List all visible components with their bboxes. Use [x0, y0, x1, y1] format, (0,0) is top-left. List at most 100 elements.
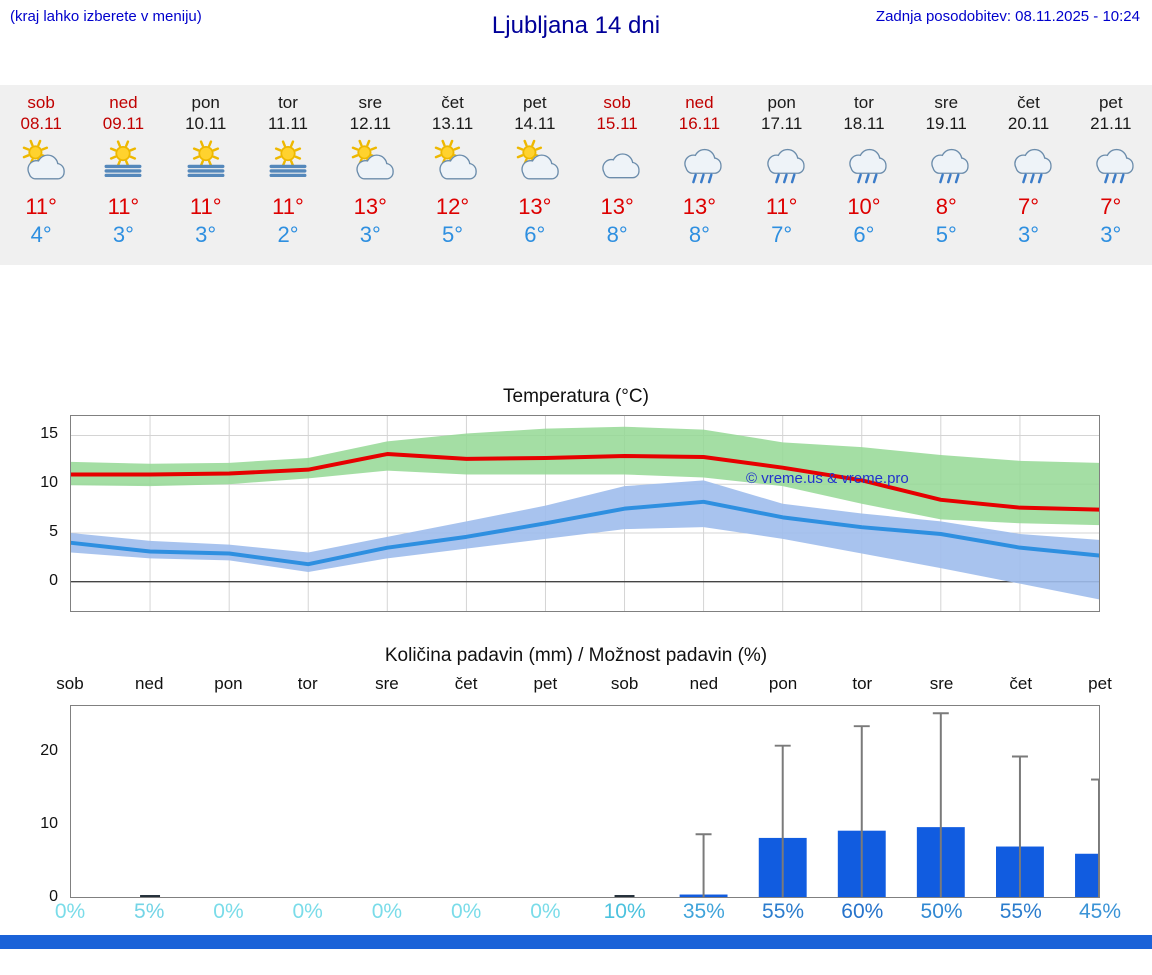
high-temp: 7°	[1017, 194, 1040, 219]
day-name: čet	[441, 93, 464, 112]
watermark-text: © vreme.us & vreme.pro	[746, 470, 909, 487]
precip-day-label: pon	[214, 674, 243, 693]
rain-icon	[919, 139, 973, 188]
low-temp: 2°	[277, 222, 299, 247]
precip-probability: 60%	[841, 900, 884, 923]
precip-probability: 0%	[371, 900, 403, 923]
day-name: pet	[523, 93, 547, 112]
day-name: sre	[934, 93, 959, 112]
precip-day-label: sre	[929, 674, 954, 693]
temp-y-tick: 15	[40, 424, 58, 442]
last-update-text: Zadnja posodobitev: 08.11.2025 - 10:24	[875, 8, 1140, 25]
partly-cloudy-icon	[343, 139, 397, 188]
rain-icon	[1084, 139, 1138, 188]
precip-probability: 0%	[213, 900, 244, 923]
day-date: 08.11	[20, 114, 62, 133]
precip-probability: 10%	[603, 900, 646, 923]
low-temp: 3°	[1100, 222, 1122, 247]
high-temp: 11°	[765, 194, 798, 219]
day-date: 12.11	[349, 114, 391, 133]
page-title: Ljubljana 14 dni	[491, 12, 661, 39]
day-date: 11.11	[267, 114, 308, 133]
forecast-day[interactable]: čet 20.11 7° 3°	[987, 85, 1069, 265]
rain-icon	[837, 139, 891, 188]
day-date: 09.11	[102, 114, 145, 133]
menu-hint-text: (kraj lahko izberete v meniju)	[10, 8, 202, 25]
forecast-day[interactable]: pet 14.11 13° 6°	[494, 85, 576, 265]
forecast-day[interactable]: pon 10.11 11° 3°	[165, 85, 247, 265]
day-name: sob	[27, 93, 55, 112]
low-temp: 6°	[524, 222, 546, 247]
day-name: ned	[109, 93, 138, 112]
precip-day-label: čet	[1009, 674, 1033, 693]
rain-icon	[755, 139, 809, 188]
high-temp: 11°	[25, 194, 57, 219]
low-temp: 8°	[606, 222, 628, 247]
precip-probability: 45%	[1078, 900, 1122, 923]
day-date: 21.11	[1090, 114, 1132, 133]
precip-probability: 0%	[450, 900, 482, 923]
precip-probability: 55%	[999, 900, 1042, 923]
precip-day-label: čet	[454, 674, 478, 693]
day-name: pon	[191, 93, 220, 112]
day-name: čet	[1017, 93, 1040, 112]
day-name: sob	[603, 93, 631, 112]
precip-probability: 0%	[530, 900, 561, 923]
temperature-chart: © vreme.us & vreme.pro	[70, 415, 1100, 612]
forecast-day[interactable]: sre 12.11 13° 3°	[329, 85, 411, 265]
precip-probability: 35%	[682, 900, 725, 923]
forecast-day[interactable]: tor 11.11 11° 2°	[247, 85, 329, 265]
high-temp: 13°	[600, 194, 634, 219]
day-date: 20.11	[1007, 114, 1050, 133]
partly-cloudy-icon	[426, 139, 480, 188]
low-temp: 5°	[935, 222, 957, 247]
partly-cloudy-icon	[508, 139, 562, 188]
low-temp: 3°	[1017, 222, 1040, 247]
day-date: 17.11	[761, 114, 803, 133]
temp-y-tick: 0	[49, 572, 58, 590]
forecast-day[interactable]: pon 17.11 11° 7°	[741, 85, 823, 265]
precip-day-label: pet	[533, 674, 558, 693]
high-temp: 13°	[353, 194, 387, 219]
precipitation-chart-title: Količina padavin (mm) / Možnost padavin …	[384, 645, 768, 666]
temp-y-tick: 10	[40, 473, 58, 491]
low-temp: 5°	[442, 222, 464, 247]
precip-probability: 55%	[762, 900, 805, 923]
rain-icon	[672, 139, 726, 188]
day-name: tor	[854, 93, 874, 112]
day-date: 13.11	[431, 114, 474, 133]
high-temp: 12°	[435, 194, 470, 219]
high-temp: 10°	[847, 194, 881, 219]
precip-day-label: tor	[297, 674, 318, 693]
partly-cloudy-icon	[14, 139, 68, 188]
precip-day-label: sob	[610, 674, 639, 693]
precip-y-tick: 0	[49, 888, 58, 905]
forecast-day[interactable]: ned 09.11 11° 3°	[82, 85, 164, 265]
high-temp: 7°	[1100, 194, 1122, 219]
forecast-day[interactable]: tor 18.11 10° 6°	[823, 85, 905, 265]
high-temp: 13°	[682, 194, 717, 219]
precip-day-label: ned	[135, 674, 164, 693]
forecast-day[interactable]: pet 21.11 7° 3°	[1070, 85, 1152, 265]
day-date: 15.11	[596, 114, 638, 133]
high-temp: 13°	[518, 194, 552, 219]
day-name: sre	[358, 93, 383, 112]
forecast-day[interactable]: čet 13.11 12° 5°	[411, 85, 493, 265]
day-date: 16.11	[678, 114, 721, 133]
sun-fog-icon	[261, 139, 315, 188]
rain-icon	[1002, 139, 1056, 188]
high-temp: 11°	[107, 194, 140, 219]
cloudy-icon	[590, 139, 644, 188]
precip-probability: 50%	[920, 900, 963, 923]
forecast-day[interactable]: sob 15.11 13° 8°	[576, 85, 658, 265]
forecast-day[interactable]: sob 08.11 11° 4°	[0, 85, 82, 265]
day-date: 19.11	[925, 114, 967, 133]
forecast-day[interactable]: sre 19.11 8° 5°	[905, 85, 987, 265]
low-temp: 3°	[112, 222, 134, 247]
temp-y-tick: 5	[49, 523, 58, 541]
high-temp: 11°	[189, 194, 222, 219]
precipitation-chart	[70, 705, 1100, 898]
footer-bar	[0, 935, 1152, 949]
forecast-day[interactable]: ned 16.11 13° 8°	[658, 85, 740, 265]
high-temp: 8°	[935, 194, 957, 219]
